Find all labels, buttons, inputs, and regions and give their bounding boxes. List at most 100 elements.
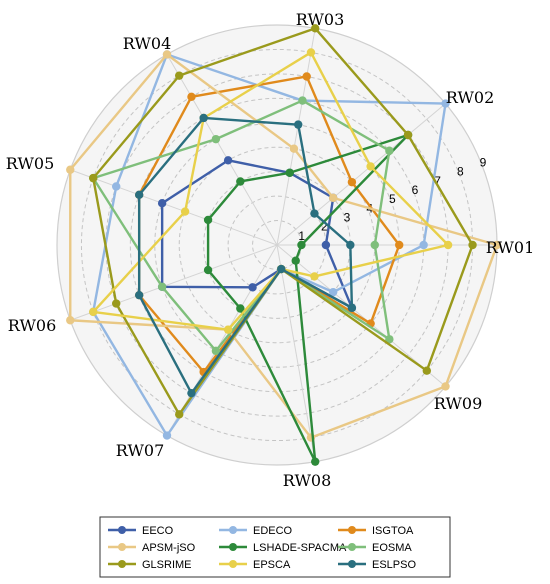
data-point-EOSMA-RW09 <box>385 335 394 344</box>
data-point-APSM-jSO-RW06 <box>66 316 75 325</box>
radar-series <box>66 24 502 466</box>
data-point-APSM-jSO-RW09 <box>441 382 450 391</box>
data-point-EDECO-RW05 <box>112 182 121 191</box>
legend-item-EPSCA: EPSCA <box>219 559 291 571</box>
radial-tick-label: 2 <box>321 220 328 234</box>
legend-item-APSM-jSO: APSM-jSO <box>108 542 196 554</box>
data-point-ESLPSO-RW06 <box>134 290 144 300</box>
data-point-EECO-RW05 <box>157 198 167 208</box>
legend-swatch-marker <box>348 543 356 551</box>
data-point-ESLPSO-RW07 <box>187 388 196 398</box>
legend-swatch-marker <box>118 560 126 568</box>
axis-labels: RW01 RW02 RW03 RW04 RW05 RW06 RW07 RW08 RW09 <box>6 10 535 490</box>
data-point-LSHADE-SPACMA-RW09 <box>291 256 300 265</box>
series-ESLPSO <box>134 113 357 398</box>
radial-tick-label: 7 <box>434 174 441 188</box>
series-line-ESLPSO <box>137 116 354 395</box>
data-point-ESLPSO-RW05 <box>134 190 144 200</box>
legend-item-EDECO: EDECO <box>219 525 293 537</box>
data-point-ESLPSO-RW03 <box>294 120 303 129</box>
legend-swatch-marker <box>118 526 126 534</box>
category-label-RW07: RW07 <box>116 441 165 460</box>
data-point-EOSMA-RW07 <box>211 346 221 356</box>
category-label-RW08: RW08 <box>283 471 332 490</box>
data-point-GLSRIME-RW05 <box>89 173 98 183</box>
data-point-LSHADE-SPACMA-RW08 <box>311 457 320 466</box>
data-point-APSM-jSO-RW05 <box>66 165 75 174</box>
radar-spoke-RW02 <box>276 103 446 246</box>
radial-tick-label: 8 <box>457 165 464 179</box>
data-point-GLSRIME-RW07 <box>175 410 184 419</box>
data-point-EOSMA-RW03 <box>298 96 307 105</box>
data-point-EOSMA-RW02 <box>385 146 394 155</box>
legend: EECO EDECO ISGTOA APSM-jSO LSHADE-SPACMA EOSM… <box>99 516 451 578</box>
data-point-EPSCA-RW09 <box>310 272 319 281</box>
data-point-ESLPSO-RW02 <box>310 209 319 218</box>
radar-spoke-RW06 <box>70 244 278 321</box>
data-point-LSHADE-SPACMA-RW05 <box>203 215 213 225</box>
series-APSM-jSO <box>66 50 502 442</box>
series-line-EDECO <box>92 53 447 437</box>
data-point-EDECO-RW01 <box>419 240 428 250</box>
legend-item-ESLPSO: ESLPSO <box>338 559 416 571</box>
legend-label: ISGTOA <box>372 525 414 537</box>
legend-swatch-marker <box>229 560 237 568</box>
data-point-EPSCA-RW05 <box>180 207 190 216</box>
data-point-GLSRIME-RW09 <box>422 366 432 375</box>
data-point-EPSCA-RW02 <box>366 162 375 171</box>
legend-label: APSM-jSO <box>142 542 196 554</box>
category-label-RW09: RW09 <box>434 394 483 413</box>
data-point-EDECO-RW09 <box>328 287 338 297</box>
data-point-EPSCA-RW07 <box>223 325 233 334</box>
radar-spoke-RW08 <box>276 244 316 462</box>
legend-label: EECO <box>142 525 174 537</box>
category-label-RW02: RW02 <box>446 88 495 107</box>
category-label-RW01: RW01 <box>486 238 535 257</box>
data-point-EPSCA-RW01 <box>443 240 453 250</box>
radial-tick-label: 9 <box>480 156 487 170</box>
legend-swatch-marker <box>348 526 356 534</box>
data-point-LSHADE-SPACMA-RW03 <box>285 168 294 177</box>
data-point-ESLPSO-RW01 <box>346 240 355 250</box>
data-point-EOSMA-RW04 <box>211 134 221 144</box>
data-point-GLSRIME-RW04 <box>175 71 184 80</box>
legend-label: EPSCA <box>253 559 291 571</box>
data-point-ISGTOA-RW03 <box>302 72 311 81</box>
legend-box <box>99 516 451 578</box>
data-point-EOSMA-RW06 <box>157 282 167 292</box>
data-point-EECO-RW01 <box>321 240 331 250</box>
series-line-APSM-jSO <box>69 53 499 439</box>
data-point-LSHADE-SPACMA-RW07 <box>236 304 245 313</box>
data-point-ESLPSO-RW09 <box>347 303 357 313</box>
series-line-GLSRIME <box>92 27 474 416</box>
category-label-RW06: RW06 <box>8 316 57 335</box>
data-point-ESLPSO-RW04 <box>199 113 208 123</box>
legend-swatch-marker <box>348 560 356 568</box>
category-label-RW04: RW04 <box>123 34 172 53</box>
data-point-GLSRIME-RW03 <box>311 24 320 33</box>
legend-swatch-marker <box>229 543 237 551</box>
radar-spoke-RW04 <box>166 54 278 246</box>
data-point-APSM-jSO-RW04 <box>162 50 172 59</box>
series-line-LSHADE-SPACMA <box>206 133 410 463</box>
legend-label: EDECO <box>253 525 293 537</box>
data-point-APSM-jSO-RW01 <box>492 240 502 250</box>
data-point-EOSMA-RW01 <box>370 240 379 250</box>
radial-tick-label: 6 <box>412 183 419 197</box>
data-point-LSHADE-SPACMA-RW04 <box>236 177 245 186</box>
data-point-EDECO-RW07 <box>162 431 172 440</box>
radial-tick-label: 1 <box>298 229 305 243</box>
legend-label: EOSMA <box>372 542 412 554</box>
data-point-ISGTOA-RW04 <box>187 92 196 102</box>
data-point-LSHADE-SPACMA-RW06 <box>203 265 213 275</box>
legend-label: ESLPSO <box>372 559 416 571</box>
category-label-RW03: RW03 <box>296 10 345 29</box>
data-point-ISGTOA-RW02 <box>347 177 357 187</box>
legend-swatch-marker <box>229 526 237 534</box>
data-point-EECO-RW04 <box>223 156 233 165</box>
radial-tick-label: 5 <box>389 192 396 206</box>
legend-swatch-marker <box>118 543 126 551</box>
data-point-EDECO-RW02 <box>441 99 450 108</box>
legend-item-EECO: EECO <box>108 525 174 537</box>
